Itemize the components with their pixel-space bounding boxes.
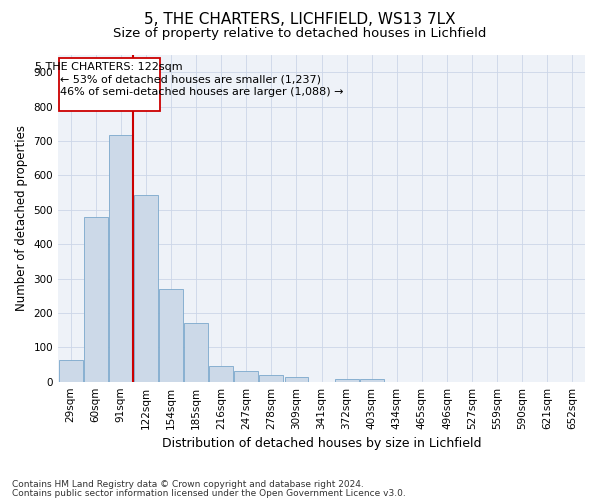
Text: 5, THE CHARTERS, LICHFIELD, WS13 7LX: 5, THE CHARTERS, LICHFIELD, WS13 7LX (144, 12, 456, 28)
Bar (284, 377, 308, 382)
Bar (209, 366, 233, 382)
Text: ← 53% of detached houses are smaller (1,237): ← 53% of detached houses are smaller (1,… (60, 75, 321, 85)
Bar (235, 370, 258, 382)
Bar (184, 323, 208, 382)
X-axis label: Distribution of detached houses by size in Lichfield: Distribution of detached houses by size … (162, 437, 481, 450)
Bar (59, 360, 83, 382)
FancyBboxPatch shape (59, 58, 160, 110)
Text: Size of property relative to detached houses in Lichfield: Size of property relative to detached ho… (113, 28, 487, 40)
Text: Contains HM Land Registry data © Crown copyright and database right 2024.: Contains HM Land Registry data © Crown c… (12, 480, 364, 489)
Bar (134, 195, 158, 382)
Bar (259, 376, 283, 382)
Bar (159, 289, 183, 382)
Bar (109, 135, 133, 382)
Bar (360, 378, 383, 382)
Bar (84, 216, 107, 382)
Y-axis label: Number of detached properties: Number of detached properties (15, 126, 28, 312)
Text: 5 THE CHARTERS: 122sqm: 5 THE CHARTERS: 122sqm (35, 62, 183, 72)
Text: Contains public sector information licensed under the Open Government Licence v3: Contains public sector information licen… (12, 490, 406, 498)
Text: 46% of semi-detached houses are larger (1,088) →: 46% of semi-detached houses are larger (… (60, 87, 343, 97)
Bar (335, 379, 359, 382)
